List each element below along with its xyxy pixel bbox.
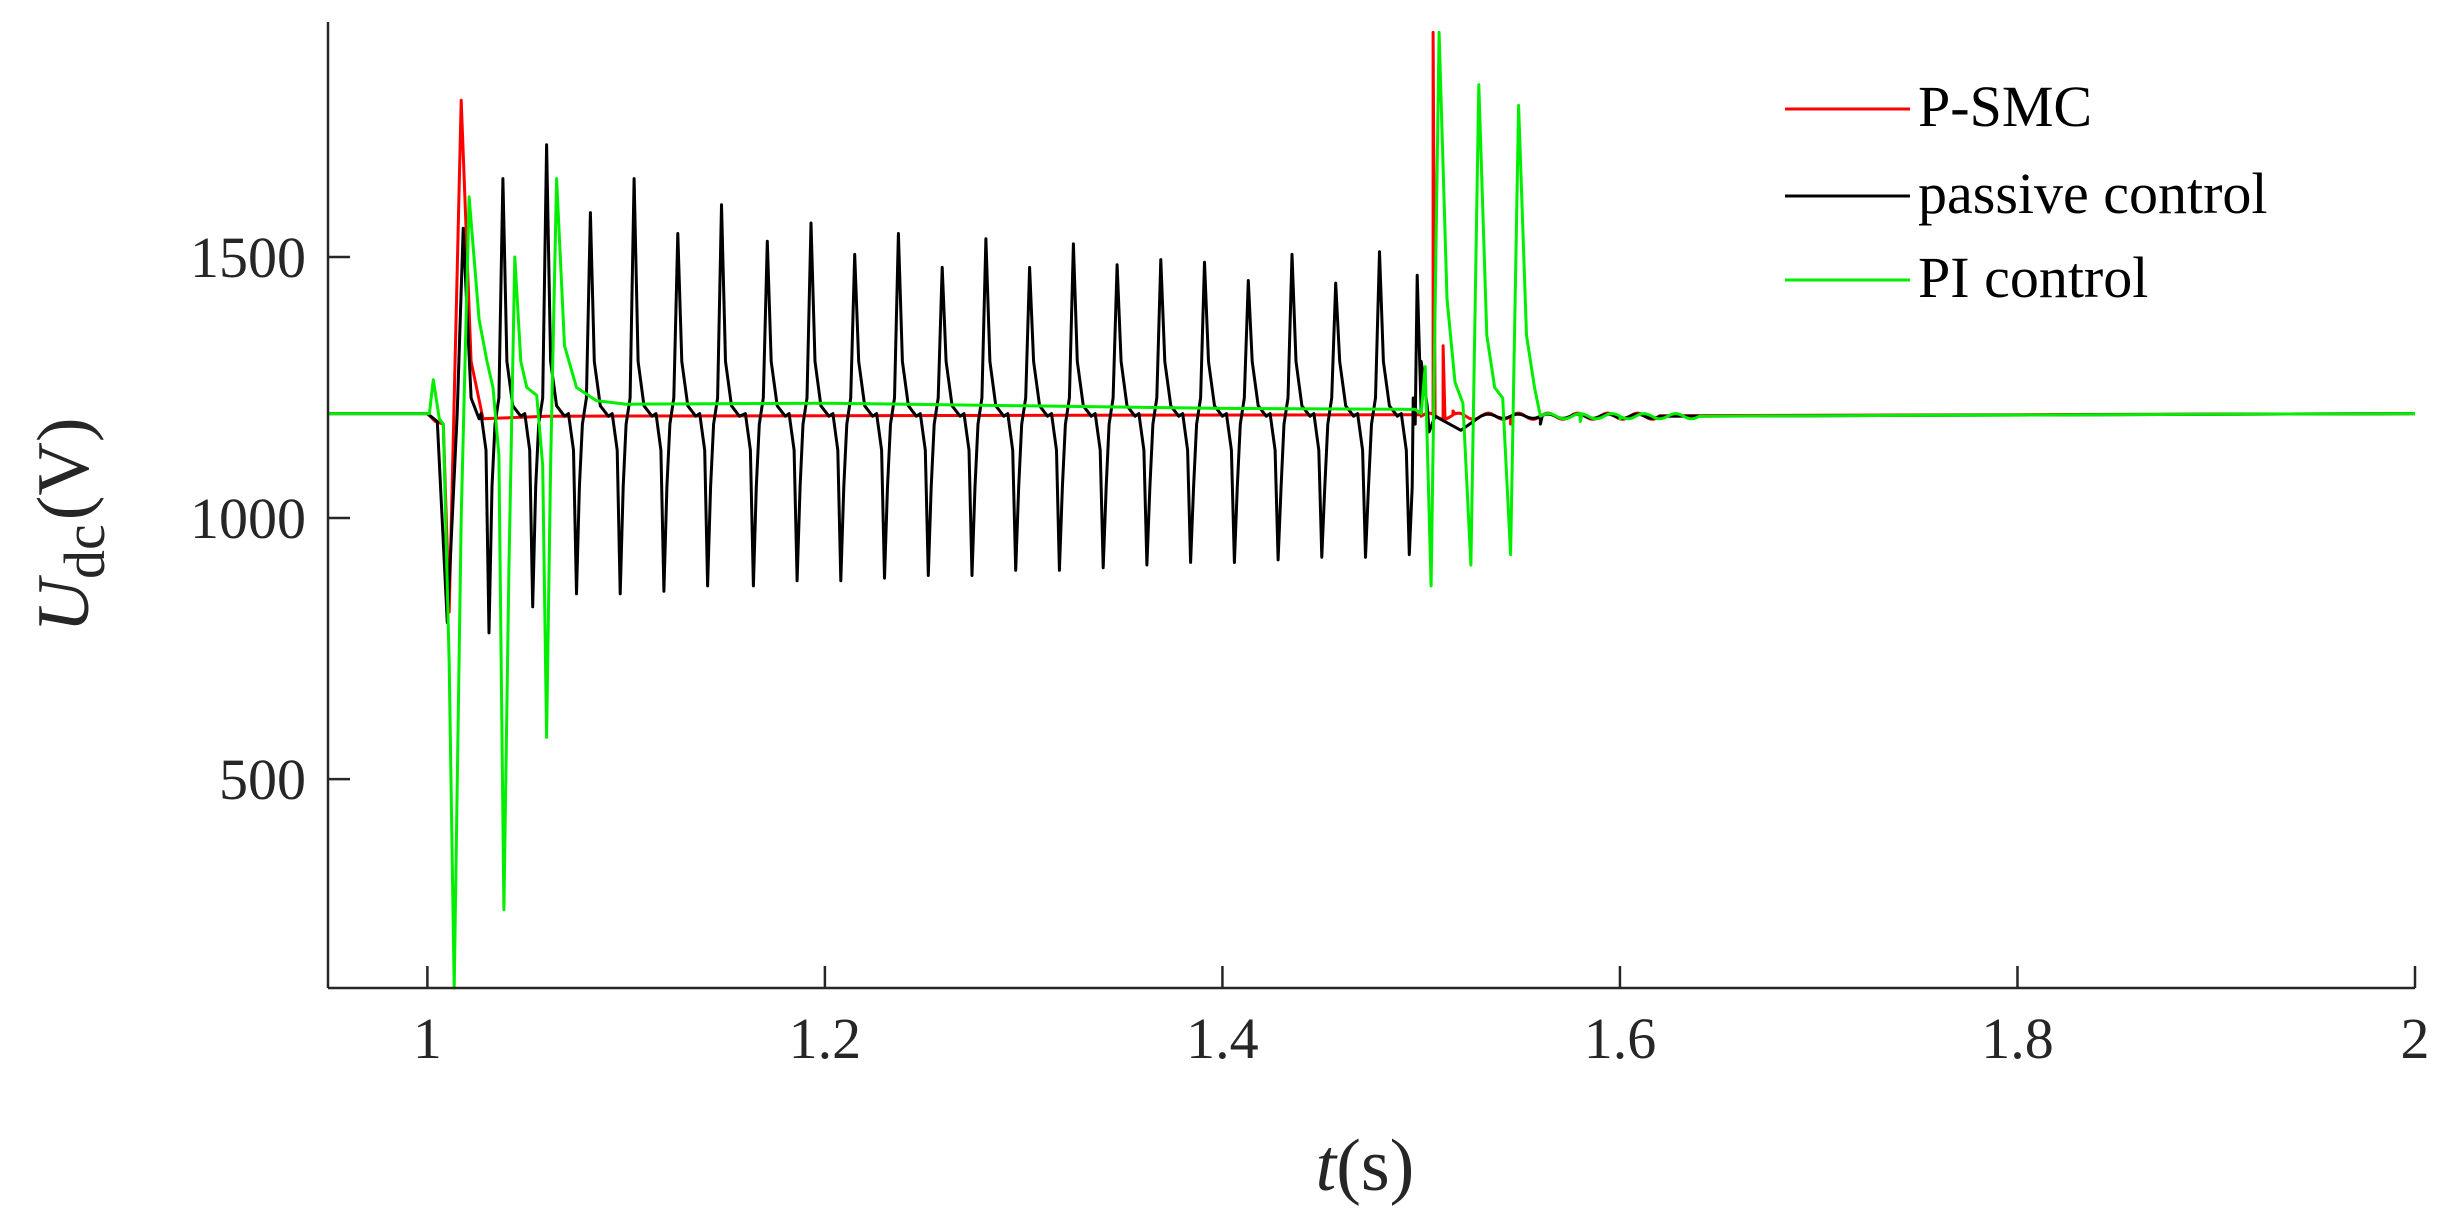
tick-labels: 1 1.2 1.4 1.6 1.8 2 500 1000 1500 — [190, 225, 2430, 1071]
x-axis-title-symbol: t — [1316, 1125, 1339, 1207]
axes — [326, 22, 2417, 990]
x-tick-label: 1.6 — [1584, 1006, 1657, 1071]
x-axis-title-unit: (s) — [1336, 1125, 1414, 1207]
y-axis-title-unit: (V) — [23, 418, 105, 521]
y-axis-title: Udc(V) — [23, 418, 117, 633]
x-axis-title: t(s) — [1316, 1125, 1415, 1207]
legend-label-passive-control: passive control — [1918, 161, 2268, 226]
y-tick-label: 1500 — [190, 225, 306, 290]
x-tick-label: 1.4 — [1186, 1006, 1259, 1071]
x-tick-label: 1.2 — [789, 1006, 862, 1071]
x-tick-label: 1.8 — [1981, 1006, 2054, 1071]
legend-label-p-smc: P-SMC — [1918, 74, 2092, 139]
plot-lines — [328, 30, 2416, 990]
series-line-p-smc — [328, 30, 2416, 614]
x-tick-label: 2 — [2401, 1006, 2430, 1071]
series-line-pi-control — [328, 30, 2416, 990]
y-axis-title-subscript: dc — [52, 524, 117, 579]
legend: P-SMC passive control PI control — [1785, 74, 2268, 310]
legend-label-pi-control: PI control — [1918, 245, 2148, 310]
y-tick-label: 500 — [219, 747, 306, 812]
x-tick-label: 1 — [413, 1006, 442, 1071]
y-tick-label: 1000 — [190, 486, 306, 551]
y-axis-title-symbol: U — [23, 574, 105, 632]
